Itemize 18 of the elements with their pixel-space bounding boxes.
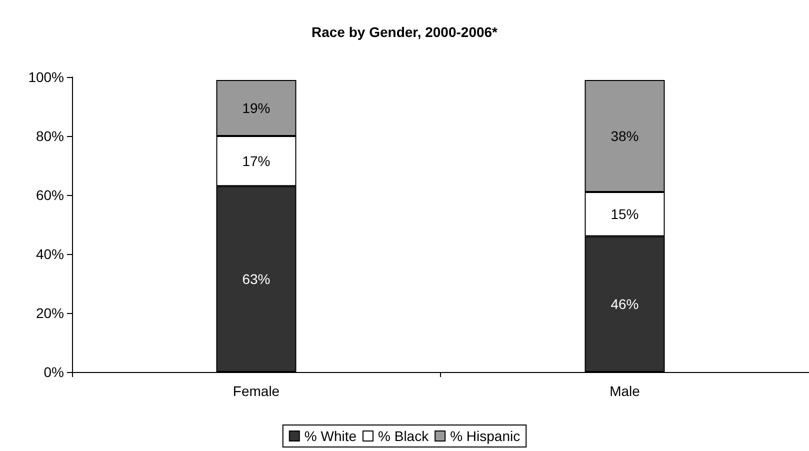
legend-label: % Hispanic — [450, 428, 520, 444]
x-tick-label: Male — [610, 383, 640, 399]
y-tick-label: 80% — [36, 128, 64, 144]
data-label: 19% — [242, 100, 270, 116]
x-tick-label: Female — [232, 383, 280, 399]
data-label: 63% — [242, 271, 270, 288]
data-label: 46% — [610, 296, 639, 312]
data-label: 17% — [242, 153, 270, 170]
y-tick-label: 40% — [36, 246, 64, 262]
y-tick-label: 20% — [36, 305, 64, 321]
y-tick-label: 60% — [36, 187, 64, 203]
data-label: 15% — [610, 206, 639, 222]
legend-label: % Black — [378, 428, 430, 444]
chart-title: Race by Gender, 2000-2006* — [311, 24, 498, 40]
legend-label: % White — [304, 428, 357, 444]
y-tick-label: 100% — [28, 69, 64, 85]
data-label: 38% — [610, 128, 639, 144]
y-tick-label: 0% — [44, 364, 64, 380]
